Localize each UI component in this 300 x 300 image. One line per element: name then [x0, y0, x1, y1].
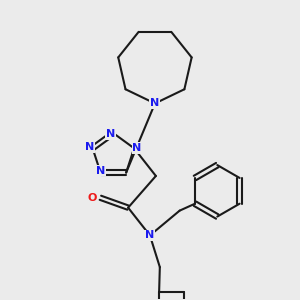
Text: N: N	[150, 98, 160, 108]
Text: N: N	[96, 166, 105, 176]
Text: N: N	[145, 230, 154, 240]
Text: N: N	[106, 129, 115, 139]
Text: O: O	[88, 193, 97, 203]
Text: N: N	[85, 142, 94, 152]
Text: N: N	[132, 143, 142, 153]
